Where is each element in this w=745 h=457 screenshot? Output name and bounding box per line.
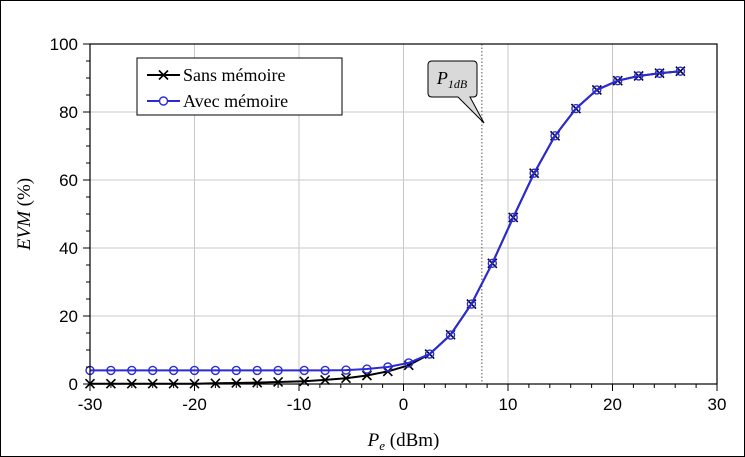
series-group [84, 66, 686, 389]
data-point-o [383, 362, 393, 372]
y-tick-label: 80 [59, 103, 78, 122]
legend: Sans mémoire Avec mémoire [136, 57, 343, 116]
y-tick-label: 0 [69, 375, 78, 394]
data-point-o [571, 103, 581, 114]
callout-label: P1dB [436, 68, 468, 91]
data-point-o [231, 365, 242, 376]
data-point-o [550, 131, 560, 141]
p1db-callout: P1dB [427, 60, 485, 124]
data-point-x [273, 376, 284, 388]
x-tick-label: 20 [603, 395, 622, 414]
y-tick-label: 20 [59, 307, 78, 326]
legend-label: Avec mémoire [183, 91, 288, 111]
data-point-o [252, 365, 262, 376]
data-point-o [127, 365, 137, 376]
y-tick-label: 100 [50, 35, 78, 54]
callout-box [427, 60, 485, 124]
ticks: -30 -20 -10 0 10 20 30 0 20 40 60 80 100 [50, 35, 727, 414]
legend-marker [158, 69, 169, 81]
annotation: P1dB [427, 60, 485, 124]
data-point-o [487, 258, 498, 268]
data-point-x [210, 378, 221, 389]
x-tick-label: -30 [78, 395, 103, 414]
x-tick-label: -20 [182, 395, 207, 414]
data-point-o [633, 71, 644, 81]
data-point-x [320, 374, 331, 385]
legend-label: Sans mémoire [183, 65, 285, 85]
data-point-o [210, 365, 221, 376]
y-axis-title: EVM (%) [14, 178, 35, 251]
x-tick-label: 10 [499, 395, 518, 414]
x-tick-label: -10 [287, 395, 312, 414]
data-point-x [340, 373, 352, 384]
data-point-o [675, 66, 686, 76]
data-point-o [529, 168, 539, 178]
x-tick-label: 0 [399, 395, 408, 414]
data-point-o [508, 212, 518, 223]
data-point-o [654, 68, 665, 78]
data-point-o [445, 330, 456, 340]
data-point-o [320, 365, 330, 376]
data-point-x [252, 377, 263, 388]
legend-marker [158, 96, 169, 106]
data-point-o [362, 364, 372, 374]
legend-box [136, 57, 343, 116]
x-tick-label: 30 [708, 395, 727, 414]
data-point-o [106, 365, 116, 376]
data-point-o [147, 365, 158, 376]
data-point-o [613, 76, 623, 86]
data-point-o [273, 365, 283, 376]
series-line [90, 70, 681, 372]
data-point-o [404, 358, 414, 368]
data-point-o [299, 365, 309, 376]
data-point-o [592, 85, 602, 95]
data-point-o [341, 365, 351, 375]
y-tick-label: 40 [59, 239, 78, 258]
data-point-o [168, 365, 179, 376]
x-axis-title: Pe (dBm) [367, 430, 440, 453]
data-point-x [231, 377, 242, 389]
data-point-o [189, 365, 200, 376]
y-tick-label: 60 [59, 171, 78, 190]
legend-item-2: Avec mémoire [147, 91, 288, 111]
axis-labels: Pe (dBm) EVM (%) [14, 178, 439, 453]
legend-item-1: Sans mémoire [147, 65, 285, 85]
grid [90, 44, 717, 384]
data-point-o [466, 299, 477, 309]
data-point-o [424, 349, 435, 359]
